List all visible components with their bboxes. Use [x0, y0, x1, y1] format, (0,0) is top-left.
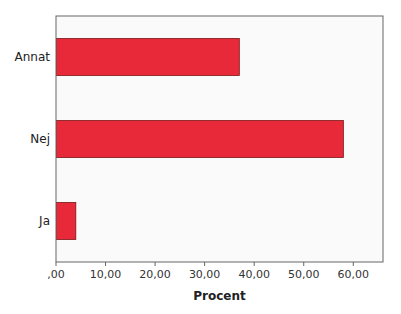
tick-mark [155, 262, 156, 266]
tick-mark [254, 262, 255, 266]
plot-frame [56, 16, 383, 262]
bar [56, 121, 343, 158]
tick-mark [204, 262, 205, 266]
tick-label: 40,00 [238, 268, 270, 281]
bar [56, 203, 76, 240]
tick-label: 60,00 [338, 268, 370, 281]
tick-label: ,00 [47, 268, 65, 281]
tick-label: 10,00 [90, 268, 122, 281]
chart-svg: ,00 10,00 20,00 30,00 40,00 50,00 60,00 Annat Ne… [0, 0, 401, 314]
tick-mark [105, 262, 106, 266]
chart-container: ,00 10,00 20,00 30,00 40,00 50,00 60,00 Annat Ne… [0, 0, 401, 314]
tick-mark [353, 262, 354, 266]
bar [56, 39, 239, 76]
tick-label: 30,00 [189, 268, 221, 281]
plot-area [56, 16, 383, 262]
bars [56, 39, 343, 240]
tick-label: 50,00 [288, 268, 320, 281]
category-label: Ja [38, 214, 50, 228]
tick-mark [303, 262, 304, 266]
tick-mark [56, 262, 57, 266]
category-label: Nej [30, 132, 50, 146]
tick-label: 20,00 [139, 268, 171, 281]
category-label: Annat [15, 50, 51, 64]
axis-label: Procent [193, 289, 246, 303]
